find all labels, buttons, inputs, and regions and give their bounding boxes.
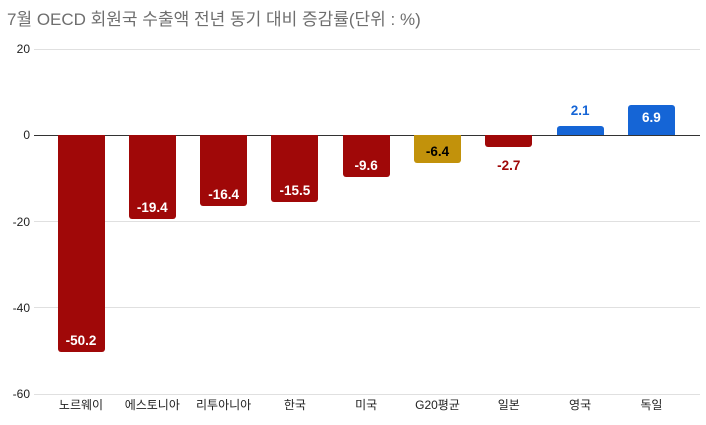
- x-axis-category-label: 미국: [355, 398, 378, 412]
- bar-value-label: -2.7: [497, 157, 521, 173]
- bar: [128, 135, 176, 219]
- bar-value-label: 2.1: [570, 103, 590, 119]
- bar-value-label: -50.2: [65, 332, 97, 348]
- bar: [271, 135, 319, 203]
- y-axis-tick-label: 20: [16, 42, 30, 56]
- x-axis-category-label: 영국: [569, 398, 592, 412]
- grid-line: [34, 307, 700, 309]
- grid-line: [34, 221, 700, 222]
- bar-value-label: -16.4: [208, 186, 239, 202]
- bar: [57, 135, 105, 352]
- bar: [342, 135, 390, 177]
- x-axis-category-label: 일본: [497, 398, 520, 412]
- y-axis-tick-label: -40: [12, 300, 30, 315]
- x-axis-category-label: 독일: [640, 398, 663, 412]
- grid-line: [34, 48, 700, 50]
- bar: [485, 135, 533, 147]
- bar-value-label: -9.6: [354, 157, 378, 173]
- x-axis-category-label: 노르웨이: [58, 398, 104, 412]
- bar-value-label: -15.5: [279, 183, 311, 199]
- x-axis-category-label: 리투아니아: [195, 398, 252, 412]
- grid-line: [34, 393, 700, 395]
- y-axis-tick-label: 0: [23, 128, 30, 143]
- bar-value-label: -6.4: [425, 143, 450, 159]
- bar-value-label: 6.9: [642, 110, 661, 126]
- x-axis-category-label: G20평균: [415, 398, 460, 412]
- chart-title: 7월 OECD 회원국 수출액 전년 동기 대비 증감률(단위 : %): [7, 10, 421, 29]
- bar: [200, 135, 248, 206]
- x-axis-category-label: 한국: [283, 398, 306, 412]
- x-axis-category-label: 에스토니아: [124, 398, 180, 412]
- bar-value-label: -19.4: [136, 199, 168, 215]
- bar: [627, 105, 675, 136]
- bar: [414, 135, 461, 163]
- bar: [556, 126, 604, 136]
- y-axis-tick-label: -20: [12, 214, 30, 229]
- y-axis-tick-label: -60: [12, 387, 30, 401]
